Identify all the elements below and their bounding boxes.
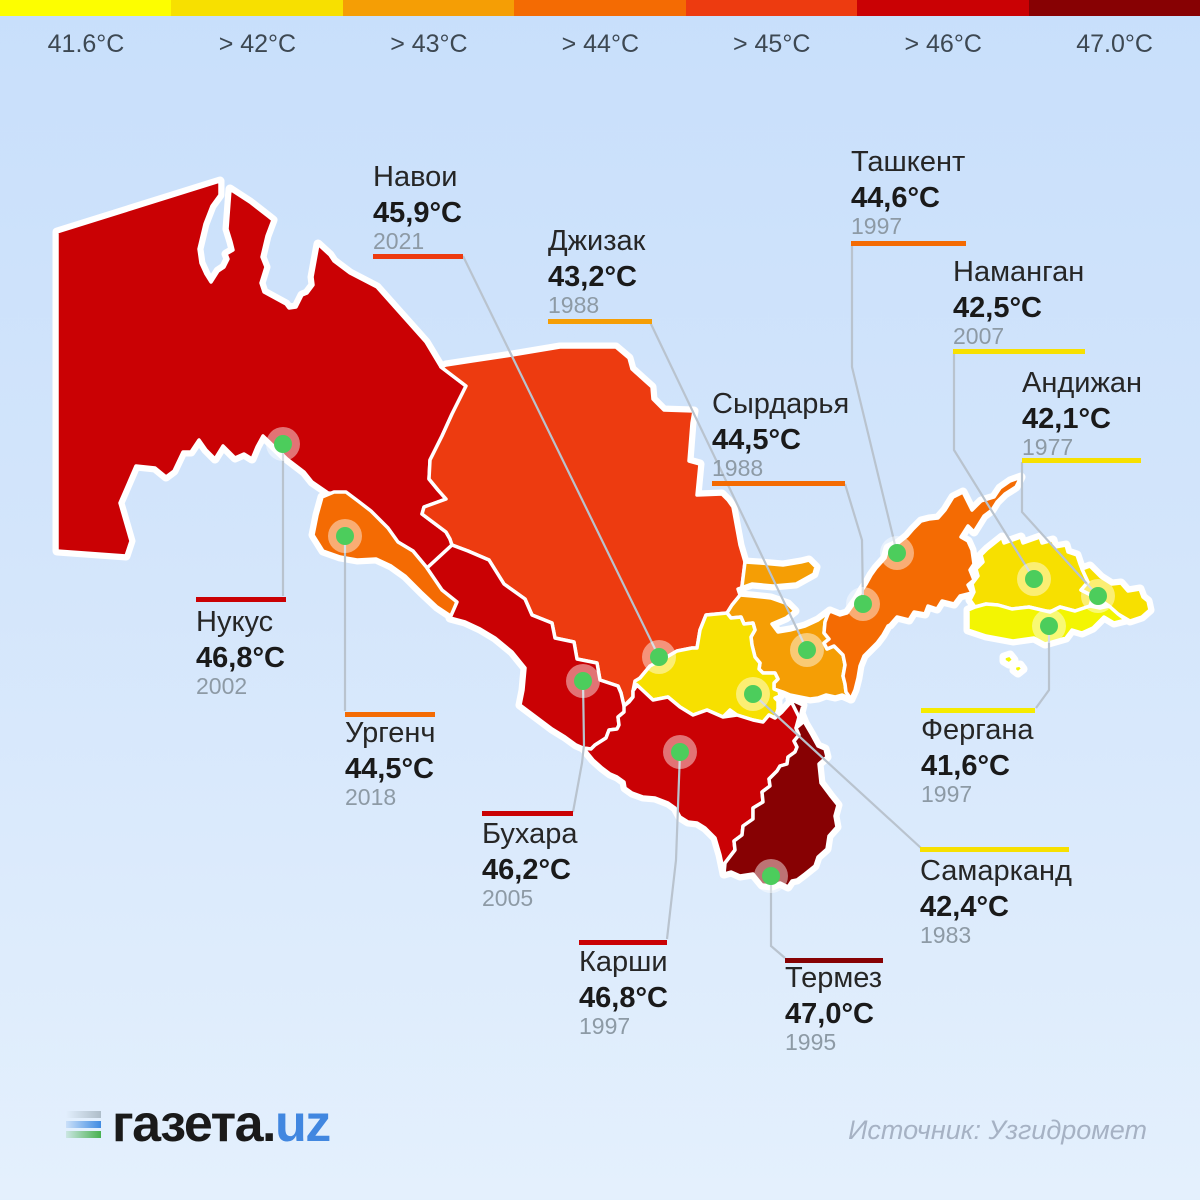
svg-text:газета.uz: газета.uz xyxy=(112,1095,330,1153)
